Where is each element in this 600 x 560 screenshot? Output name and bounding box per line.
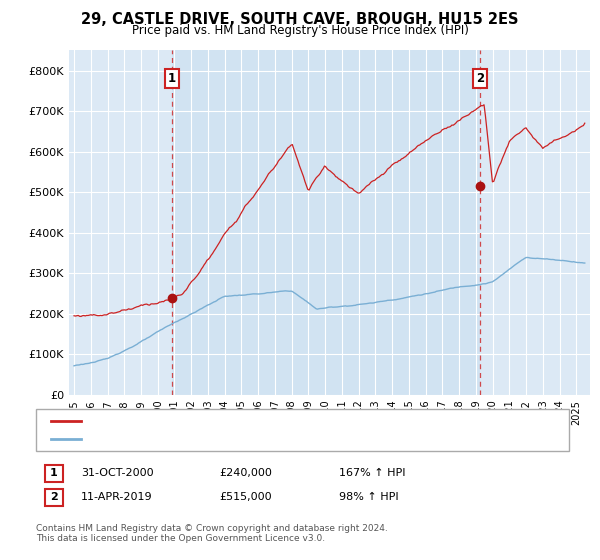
Text: 1: 1: [167, 72, 176, 85]
Text: 29, CASTLE DRIVE, SOUTH CAVE, BROUGH, HU15 2ES: 29, CASTLE DRIVE, SOUTH CAVE, BROUGH, HU…: [81, 12, 519, 27]
Text: 29, CASTLE DRIVE, SOUTH CAVE, BROUGH, HU15 2ES (detached house): 29, CASTLE DRIVE, SOUTH CAVE, BROUGH, HU…: [86, 416, 460, 426]
Text: Contains HM Land Registry data © Crown copyright and database right 2024.
This d: Contains HM Land Registry data © Crown c…: [36, 524, 388, 543]
Text: 31-OCT-2000: 31-OCT-2000: [81, 468, 154, 478]
Text: £240,000: £240,000: [219, 468, 272, 478]
Text: HPI: Average price, detached house, East Riding of Yorkshire: HPI: Average price, detached house, East…: [86, 434, 401, 444]
Text: 98% ↑ HPI: 98% ↑ HPI: [339, 492, 398, 502]
Bar: [172, 50, 481, 395]
Text: 1: 1: [50, 468, 58, 478]
Text: 167% ↑ HPI: 167% ↑ HPI: [339, 468, 406, 478]
Text: 2: 2: [50, 492, 58, 502]
Text: 11-APR-2019: 11-APR-2019: [81, 492, 152, 502]
Text: Price paid vs. HM Land Registry's House Price Index (HPI): Price paid vs. HM Land Registry's House …: [131, 24, 469, 36]
Text: 2: 2: [476, 72, 485, 85]
Text: £515,000: £515,000: [219, 492, 272, 502]
